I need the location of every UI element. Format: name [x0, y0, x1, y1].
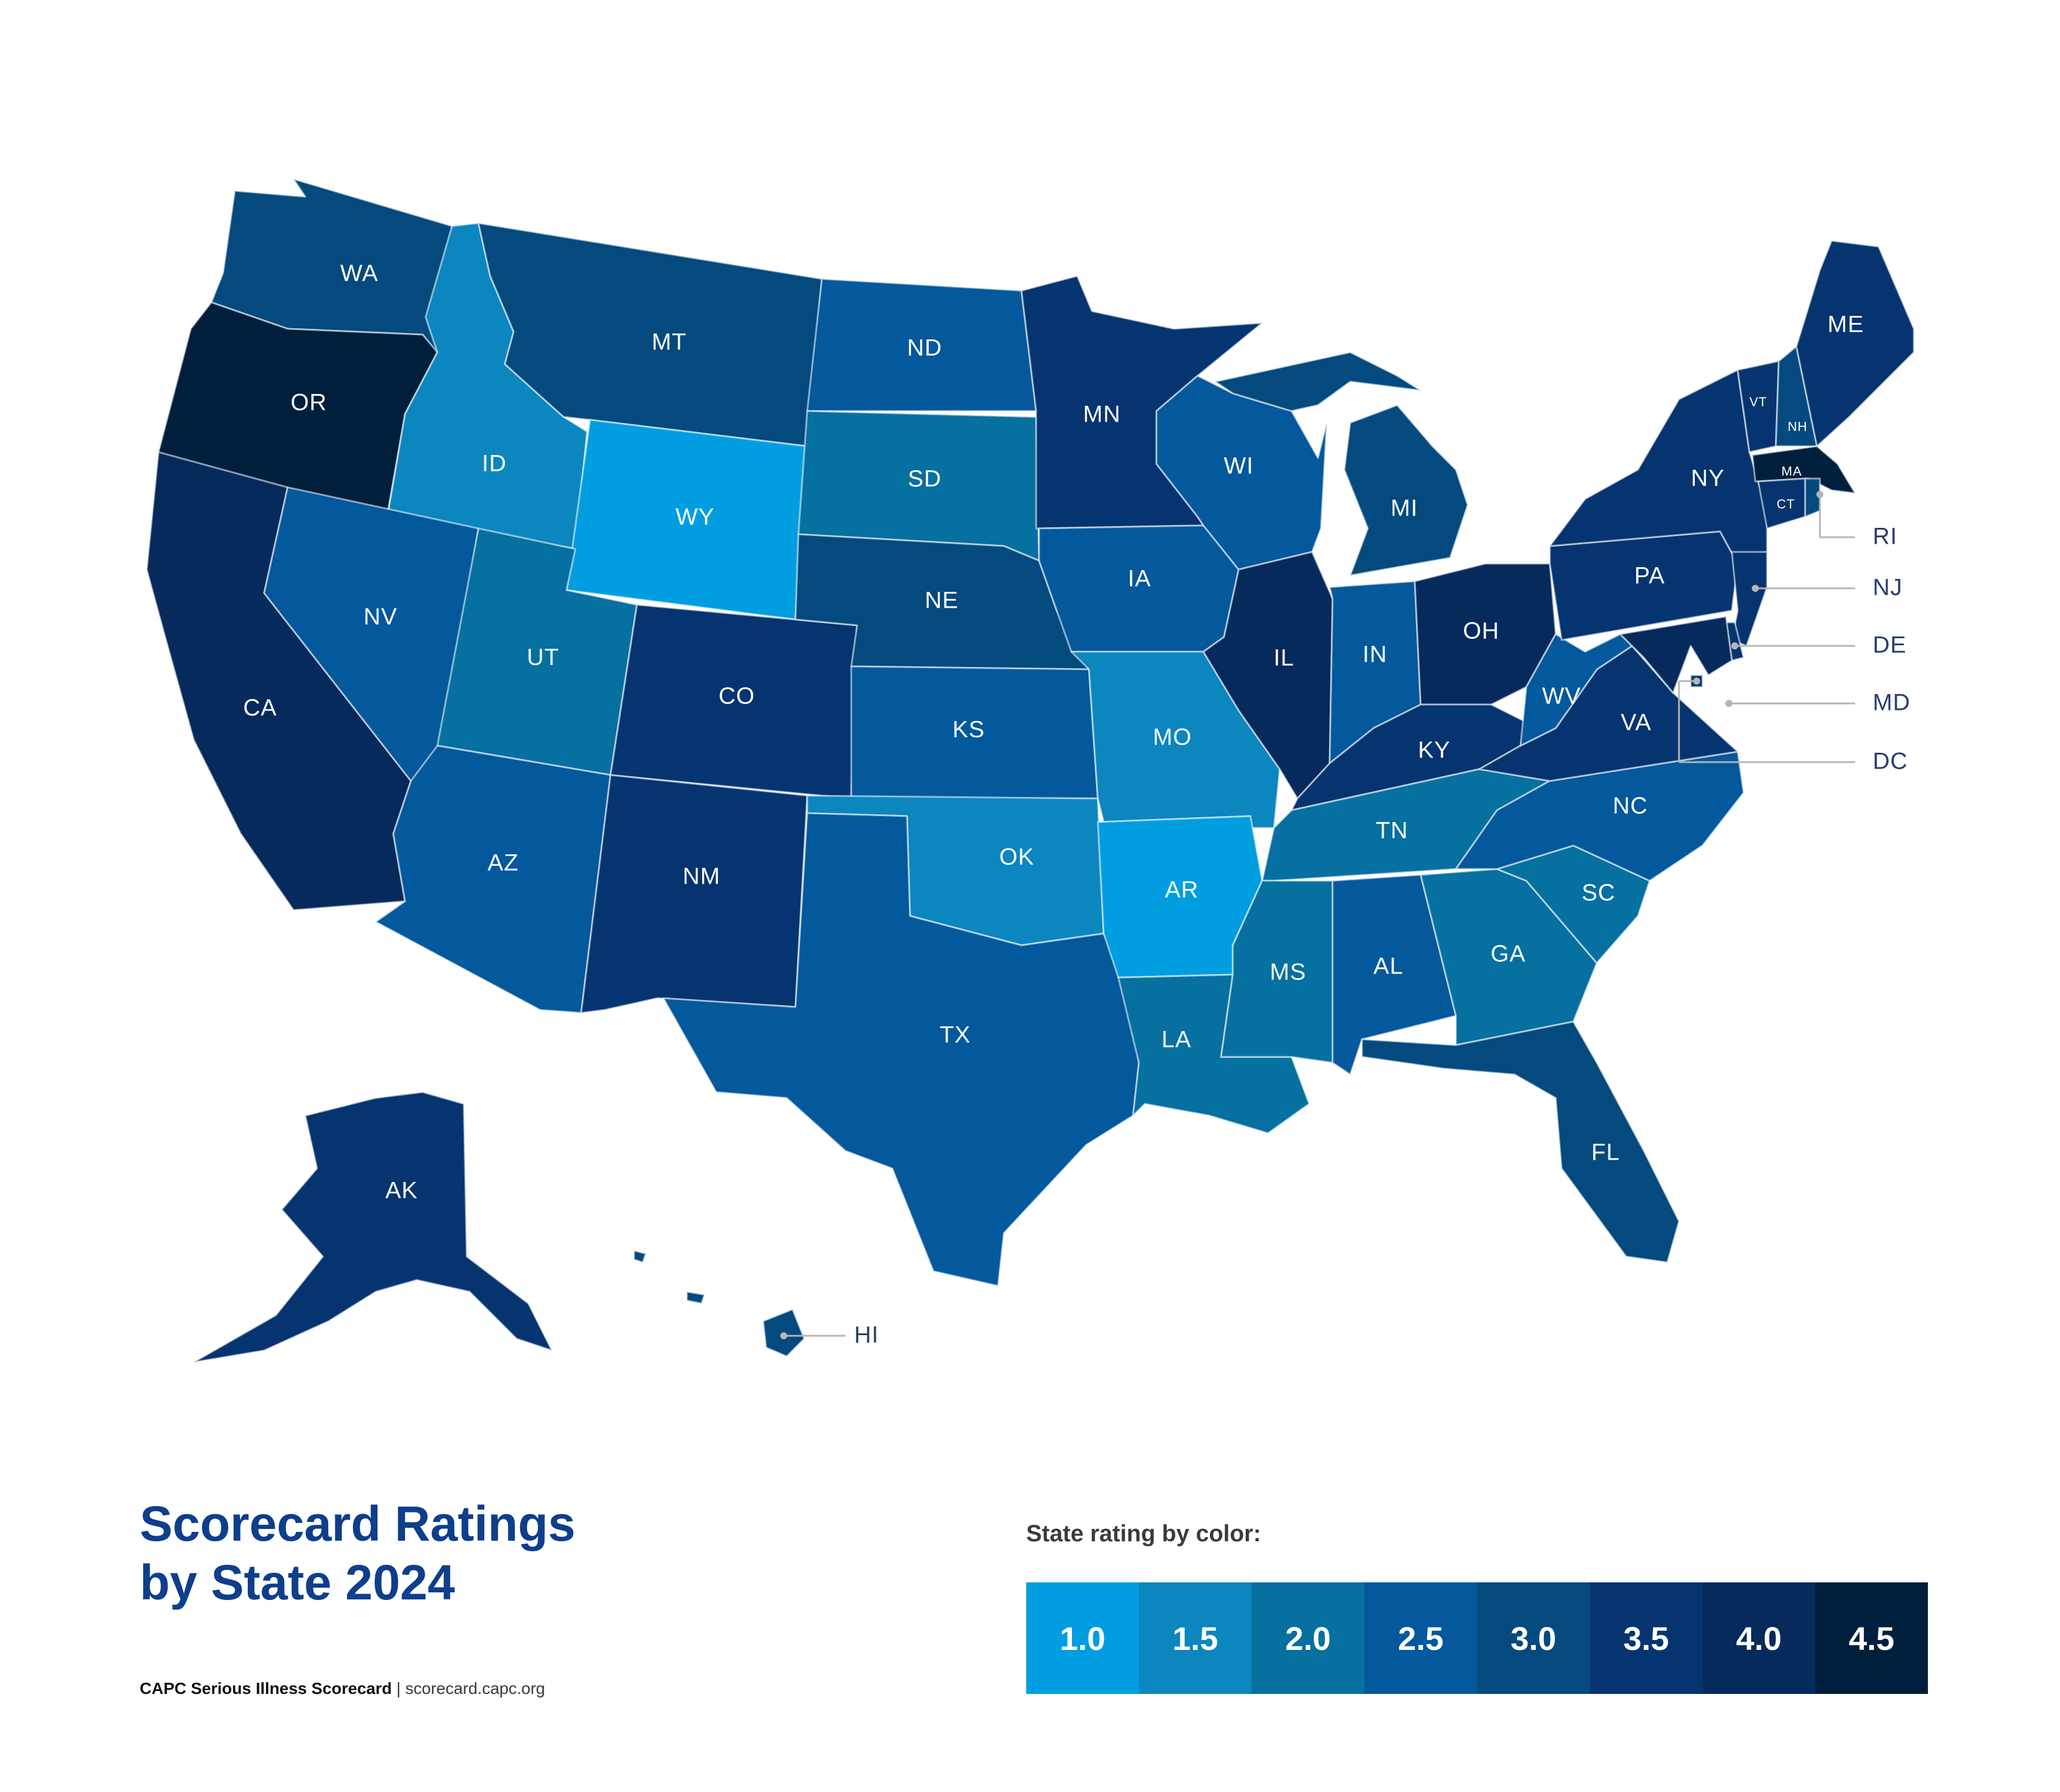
state-label-ga: GA: [1491, 941, 1526, 967]
state-label-nh: NH: [1788, 419, 1808, 434]
state-label-wy: WY: [676, 504, 714, 530]
state-label-mn: MN: [1083, 402, 1121, 427]
state-labels: WA OR CA ID NV MT WY UT AZ CO NM ND SD NE KS OK TX MN IA MO…: [243, 261, 1864, 1204]
state-label-tn: TN: [1375, 818, 1408, 844]
state-label-tx: TX: [939, 1022, 970, 1048]
legend: 1.0 1.5 2.0 2.5 3.0 3.5 4.0 4.5: [1026, 1582, 1928, 1694]
state-az: [375, 745, 612, 1014]
callout-dot-hi: [780, 1332, 787, 1339]
state-label-sc: SC: [1582, 880, 1616, 906]
state-label-ct: CT: [1776, 497, 1795, 511]
state-hi: [633, 1249, 805, 1358]
source-separator: |: [392, 1679, 406, 1697]
state-label-la: LA: [1162, 1027, 1192, 1053]
state-label-ut: UT: [527, 645, 559, 671]
state-label-fl: FL: [1592, 1140, 1620, 1166]
state-label-nv: NV: [363, 604, 397, 630]
state-label-al: AL: [1374, 954, 1404, 979]
state-label-wa: WA: [340, 261, 379, 287]
state-md: [1619, 615, 1733, 694]
callout-label-de: DE: [1873, 632, 1907, 658]
state-il: [1202, 551, 1334, 800]
state-fl: [1361, 1020, 1680, 1264]
state-label-ks: KS: [952, 717, 985, 743]
state-label-ia: IA: [1128, 566, 1151, 592]
state-label-me: ME: [1828, 312, 1864, 338]
callout-label-dc: DC: [1873, 749, 1908, 774]
state-label-va: VA: [1621, 710, 1651, 736]
state-label-or: OR: [291, 390, 327, 416]
callout-label-hi: HI: [854, 1322, 879, 1348]
callout-label-nj: NJ: [1873, 575, 1903, 601]
us-choropleth-map: WA OR CA ID NV MT WY UT AZ CO NM ND SD NE KS OK TX MN IA MO…: [146, 178, 1915, 1363]
legend-swatch-4-0: 4.0: [1702, 1582, 1815, 1694]
state-tx: [662, 812, 1140, 1287]
state-label-ca: CA: [243, 695, 277, 721]
state-ak: [193, 1091, 553, 1363]
legend-swatch-1-0: 1.0: [1026, 1582, 1139, 1694]
source-org: CAPC Serious Illness Scorecard: [140, 1679, 392, 1697]
state-label-nd: ND: [907, 335, 942, 361]
legend-swatch-3-0: 3.0: [1477, 1582, 1590, 1694]
state-label-ok: OK: [999, 844, 1034, 870]
callout-dot-de: [1731, 642, 1738, 649]
state-label-wv: WV: [1542, 683, 1581, 709]
legend-title: State rating by color:: [1026, 1521, 1262, 1547]
state-label-oh: OH: [1463, 618, 1499, 644]
state-label-nc: NC: [1613, 793, 1648, 819]
state-label-mt: MT: [652, 329, 687, 355]
legend-swatch-2-0: 2.0: [1252, 1582, 1364, 1694]
state-label-ne: NE: [925, 588, 959, 614]
state-ri: [1804, 477, 1821, 518]
callout-dot-nj: [1752, 585, 1759, 592]
state-label-pa: PA: [1634, 563, 1665, 589]
title-line-2: by State 2024: [140, 1555, 455, 1610]
state-me: [1795, 240, 1915, 447]
state-label-ms: MS: [1270, 959, 1306, 985]
callout-label-ri: RI: [1873, 524, 1897, 550]
state-label-ma: MA: [1782, 464, 1802, 479]
state-mi: [1214, 351, 1469, 577]
callouts: RI NJ DE MD DC HI: [780, 491, 1910, 1348]
legend-swatch-2-5: 2.5: [1364, 1582, 1477, 1694]
legend-swatch-4-5: 4.5: [1815, 1582, 1928, 1694]
page-title: Scorecard Ratings by State 2024: [140, 1494, 575, 1612]
callout-label-md: MD: [1873, 690, 1910, 716]
state-label-vt: VT: [1749, 395, 1767, 409]
state-label-nm: NM: [683, 864, 720, 890]
state-nc: [1455, 750, 1745, 882]
state-label-wi: WI: [1224, 453, 1254, 479]
state-label-ak: AK: [385, 1178, 417, 1204]
state-label-in: IN: [1363, 642, 1387, 668]
state-label-sd: SD: [908, 466, 942, 492]
title-line-1: Scorecard Ratings: [140, 1496, 576, 1551]
legend-swatch-3-5: 3.5: [1590, 1582, 1702, 1694]
state-label-ar: AR: [1165, 877, 1199, 903]
state-nm: [580, 774, 808, 1014]
state-label-ky: KY: [1418, 737, 1450, 763]
state-label-az: AZ: [487, 850, 518, 876]
source-credit: CAPC Serious Illness Scorecard | scoreca…: [140, 1679, 545, 1698]
callout-dot-md: [1725, 700, 1732, 707]
state-label-ny: NY: [1691, 466, 1725, 491]
state-label-mo: MO: [1153, 725, 1192, 750]
state-label-co: CO: [719, 683, 755, 709]
legend-swatch-1-5: 1.5: [1139, 1582, 1252, 1694]
state-label-mi: MI: [1391, 496, 1418, 521]
state-label-id: ID: [482, 451, 507, 477]
callout-dot-ri: [1816, 491, 1823, 498]
source-url: scorecard.capc.org: [405, 1679, 545, 1697]
callout-dot-dc: [1693, 678, 1700, 685]
state-label-il: IL: [1273, 645, 1294, 671]
